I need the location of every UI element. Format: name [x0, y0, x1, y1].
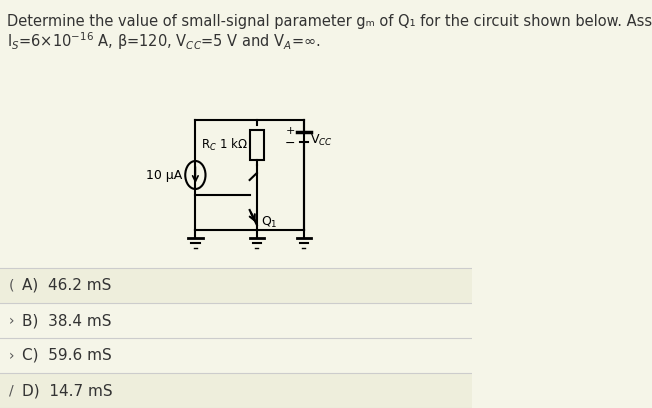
Bar: [0, 338, 472, 373]
Text: (: (: [8, 279, 14, 293]
Text: I$_S$=6×10$^{-16}$ A, β=120, V$_{CC}$=5 V and V$_A$=∞.: I$_S$=6×10$^{-16}$ A, β=120, V$_{CC}$=5 …: [7, 30, 321, 52]
Text: Q$_1$: Q$_1$: [261, 215, 277, 230]
Text: 10 μA: 10 μA: [146, 169, 183, 182]
Text: −: −: [285, 137, 295, 149]
Bar: [0, 303, 472, 338]
Bar: [0, 268, 472, 303]
Text: D)  14.7 mS: D) 14.7 mS: [22, 383, 112, 398]
Text: +: +: [286, 126, 295, 136]
Bar: [0, 373, 472, 408]
Text: A)  46.2 mS: A) 46.2 mS: [22, 278, 111, 293]
Text: ›: ›: [8, 313, 14, 328]
Text: C)  59.6 mS: C) 59.6 mS: [22, 348, 111, 363]
Text: B)  38.4 mS: B) 38.4 mS: [22, 313, 111, 328]
Text: ›: ›: [8, 348, 14, 362]
Text: /: /: [8, 384, 13, 397]
Bar: [250, 130, 264, 160]
Text: Determine the value of small-signal parameter gₘ of Q₁ for the circuit shown bel: Determine the value of small-signal para…: [7, 14, 652, 29]
Text: V$_{CC}$: V$_{CC}$: [310, 133, 333, 148]
Text: R$_C$ 1 kΩ: R$_C$ 1 kΩ: [201, 137, 248, 153]
